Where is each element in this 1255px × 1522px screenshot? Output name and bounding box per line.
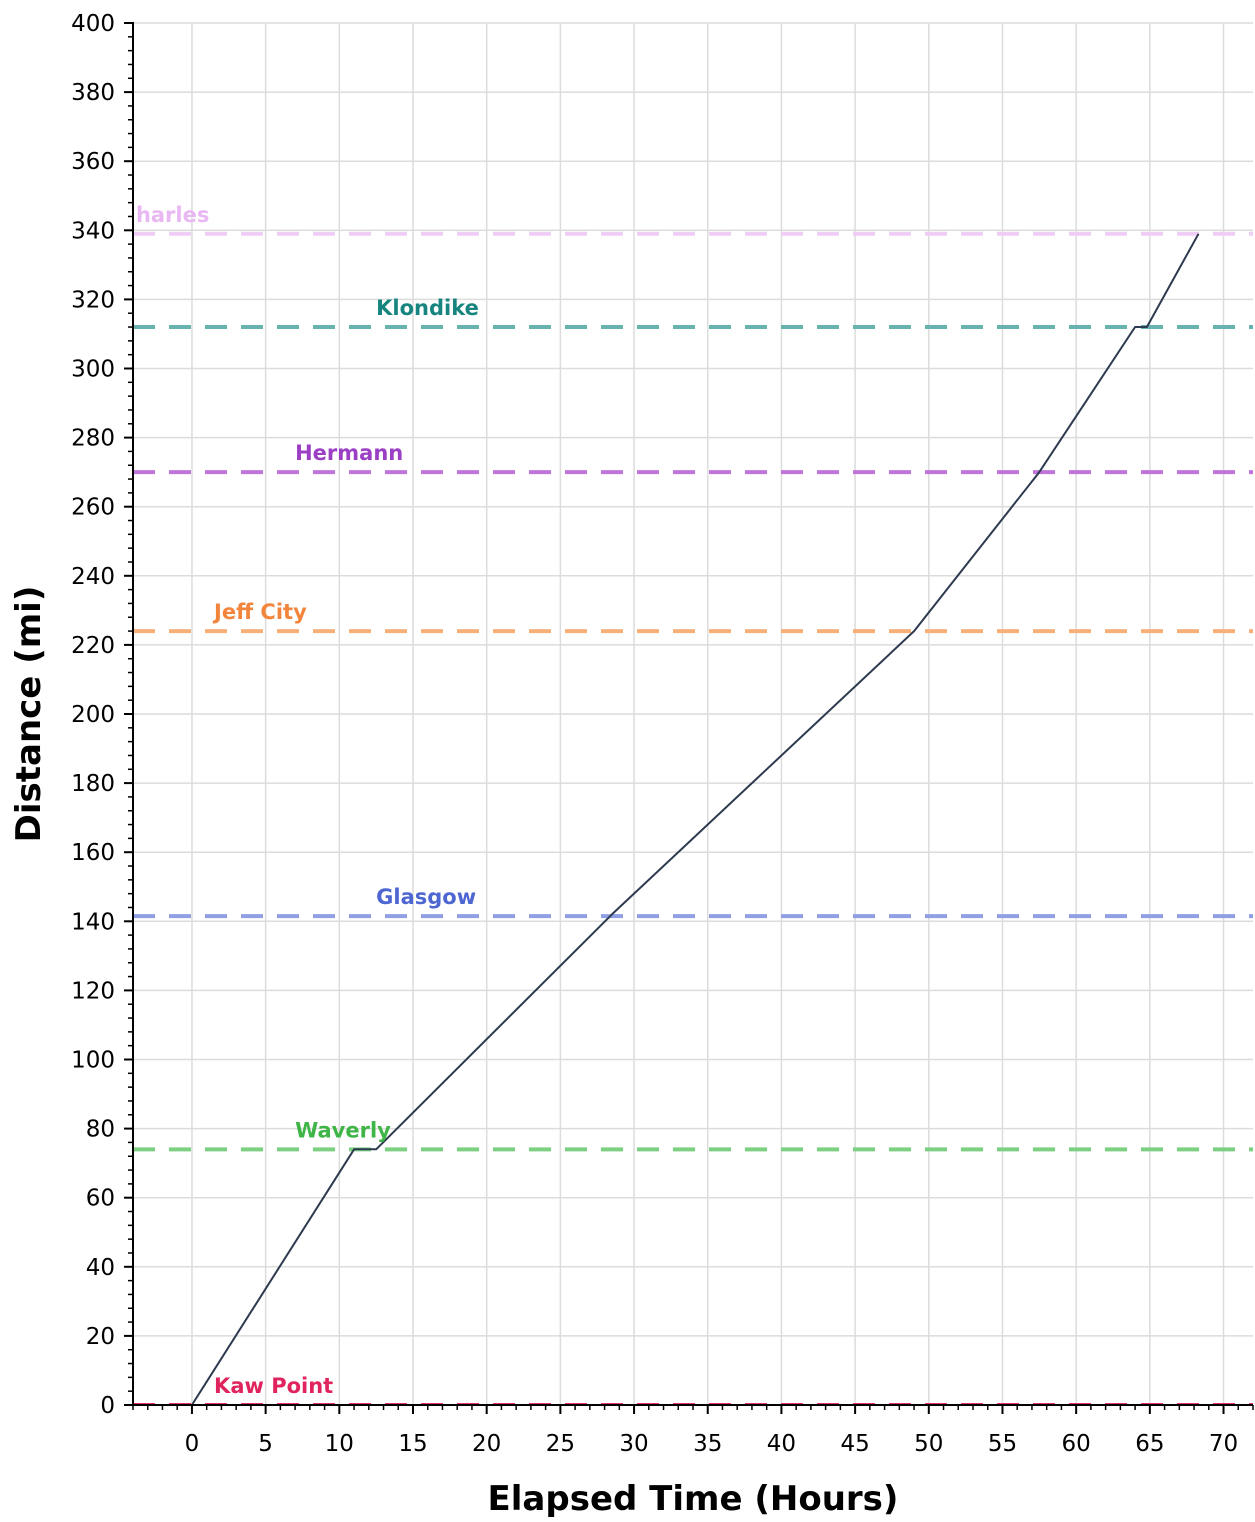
y-tick-label: 80 bbox=[86, 1117, 115, 1143]
y-axis-title: Distance (mi) bbox=[9, 586, 49, 843]
y-tick-label: 100 bbox=[71, 1048, 115, 1074]
x-tick-label: 55 bbox=[988, 1431, 1017, 1457]
landmark-label: Kaw Point bbox=[214, 1374, 333, 1398]
y-tick-label: 400 bbox=[71, 11, 115, 37]
y-tick-label: 140 bbox=[71, 909, 115, 935]
x-tick-label: 35 bbox=[693, 1431, 722, 1457]
x-tick-label: 20 bbox=[472, 1431, 501, 1457]
series-layer bbox=[191, 233, 1200, 1406]
y-tick-label: 380 bbox=[71, 80, 115, 106]
landmark-labels: Kaw Point Waverly Glasgow Jeff City Hermann K… bbox=[136, 203, 479, 1398]
landmark-labels-clip: Kaw Point Waverly Glasgow Jeff City Hermann K… bbox=[136, 203, 479, 1398]
y-tick-label: 340 bbox=[71, 218, 115, 244]
y-tick-label: 0 bbox=[100, 1393, 115, 1419]
y-tick-label: 300 bbox=[71, 357, 115, 383]
y-tick-label: 240 bbox=[71, 564, 115, 590]
landmark-label: Hermann bbox=[295, 441, 403, 465]
x-tick-label: 60 bbox=[1062, 1431, 1091, 1457]
y-tick-label: 280 bbox=[71, 426, 115, 452]
landmark-lines bbox=[133, 231, 1253, 1405]
y-tick-label: 60 bbox=[86, 1186, 115, 1212]
landmark-label: Jeff City bbox=[212, 600, 307, 624]
x-axis-title: Elapsed Time (Hours) bbox=[488, 1479, 899, 1519]
landmark-lines-clip bbox=[133, 231, 1253, 1405]
x-tick-label: 40 bbox=[767, 1431, 796, 1457]
y-tick-label: 220 bbox=[71, 633, 115, 659]
landmark-label: Waverly bbox=[295, 1118, 391, 1142]
x-tick-label: 65 bbox=[1135, 1431, 1164, 1457]
x-tick-label: 15 bbox=[398, 1431, 427, 1457]
y-tick-label: 320 bbox=[71, 287, 115, 313]
landmark-label: harles bbox=[136, 203, 209, 227]
x-tick-label: 10 bbox=[325, 1431, 354, 1457]
axes: 0 5 10 15 20 25 30 35 40 45 50 55 60 65 70 0 20 40 60 80 100… bbox=[71, 11, 1254, 1457]
gridlines bbox=[133, 22, 1253, 1406]
y-tick-label: 20 bbox=[86, 1324, 115, 1350]
y-tick-label: 40 bbox=[86, 1255, 115, 1281]
y-tick-label: 260 bbox=[71, 495, 115, 521]
landmark-label: Glasgow bbox=[376, 885, 476, 909]
x-tick-label: 45 bbox=[840, 1431, 869, 1457]
y-tick-label: 200 bbox=[71, 702, 115, 728]
x-tick-label: 50 bbox=[914, 1431, 943, 1457]
y-tick-label: 120 bbox=[71, 978, 115, 1004]
x-tick-label: 25 bbox=[546, 1431, 575, 1457]
y-tick-label: 360 bbox=[71, 149, 115, 175]
y-tick-label: 160 bbox=[71, 840, 115, 866]
series-line bbox=[191, 233, 1200, 1406]
y-tick-label: 180 bbox=[71, 771, 115, 797]
landmark-label: Klondike bbox=[376, 296, 479, 320]
x-tick-label: 0 bbox=[185, 1431, 200, 1457]
x-tick-label: 5 bbox=[258, 1431, 273, 1457]
x-tick-label: 30 bbox=[619, 1431, 648, 1457]
x-tick-label: 70 bbox=[1209, 1431, 1238, 1457]
